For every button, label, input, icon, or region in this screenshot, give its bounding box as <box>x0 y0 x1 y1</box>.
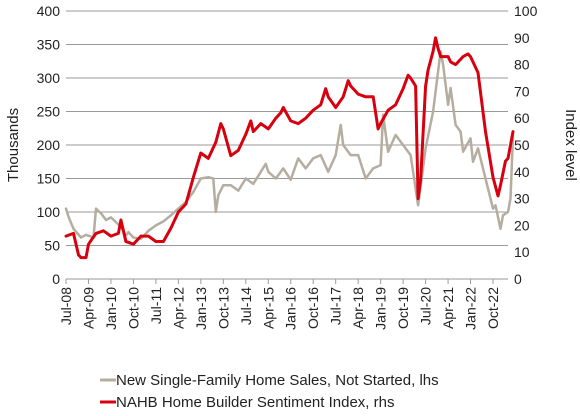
x-tick-label: Apr-09 <box>80 287 96 329</box>
left-tick-label: 400 <box>37 3 61 19</box>
right-tick-label: 70 <box>514 83 530 99</box>
right-axis-ticks: 0 10 20 30 40 50 60 70 80 90 100 <box>514 3 538 287</box>
legend-label-nahb: NAHB Home Builder Sentiment Index, rhs <box>116 394 394 411</box>
right-tick-label: 90 <box>514 30 530 46</box>
right-tick-label: 60 <box>514 110 530 126</box>
left-tick-label: 50 <box>44 238 60 254</box>
nahb-sentiment-line <box>64 36 515 260</box>
left-tick-label: 200 <box>37 137 61 153</box>
x-axis-ticks: Jul-08 Apr-09 Jan-10 Oct-10 Jul-11 Apr-12 Jan-… <box>58 279 501 330</box>
right-tick-label: 20 <box>514 217 530 233</box>
x-tick-label: Jan-16 <box>283 287 299 330</box>
left-tick-label: 350 <box>37 37 61 53</box>
home-sales-line <box>64 49 515 241</box>
series-lines <box>64 36 515 260</box>
x-tick-label: Jul-11 <box>148 287 164 324</box>
left-tick-label: 250 <box>37 104 61 120</box>
left-axis-ticks: 0 50 100 150 200 250 300 350 400 <box>37 3 61 287</box>
right-tick-label: 50 <box>514 137 530 153</box>
x-tick-label: Jul-14 <box>238 287 254 325</box>
x-tick-label: Oct-13 <box>215 287 231 329</box>
left-tick-label: 150 <box>37 171 61 187</box>
y-axis-right-title: Index level <box>562 109 579 181</box>
x-tick-label: Jul-17 <box>328 287 344 325</box>
x-tick-label: Oct-22 <box>485 287 501 329</box>
x-tick-label: Jan-10 <box>103 287 119 330</box>
legend-label-home-sales: New Single-Family Home Sales, Not Starte… <box>116 372 439 389</box>
y-axis-left-title: Thousands <box>5 108 22 182</box>
x-tick-label: Jul-08 <box>58 287 74 325</box>
x-tick-label: Oct-16 <box>305 287 321 329</box>
x-tick-label: Apr-18 <box>350 287 366 329</box>
x-tick-label: Jan-13 <box>193 287 209 330</box>
x-tick-label: Apr-21 <box>440 287 456 329</box>
legend-item-home-sales: New Single-Family Home Sales, Not Starte… <box>100 372 439 389</box>
right-tick-label: 100 <box>514 3 538 19</box>
legend-item-nahb: NAHB Home Builder Sentiment Index, rhs <box>100 394 394 411</box>
right-tick-label: 0 <box>514 271 522 287</box>
x-tick-label: Apr-15 <box>260 287 276 329</box>
legend: New Single-Family Home Sales, Not Starte… <box>100 372 439 411</box>
x-tick-label: Jul-20 <box>418 287 434 325</box>
x-tick-label: Oct-19 <box>395 287 411 329</box>
right-tick-label: 40 <box>514 164 530 180</box>
x-tick-label: Jan-19 <box>373 287 389 330</box>
right-tick-label: 10 <box>514 244 530 260</box>
x-tick-label: Oct-10 <box>125 287 141 329</box>
left-tick-label: 0 <box>52 271 60 287</box>
left-tick-label: 300 <box>37 70 61 86</box>
x-tick-label: Jan-22 <box>463 287 479 330</box>
x-tick-label: Apr-12 <box>170 287 186 329</box>
right-tick-label: 80 <box>514 57 530 73</box>
left-tick-label: 100 <box>37 204 61 220</box>
right-tick-label: 30 <box>514 191 530 207</box>
